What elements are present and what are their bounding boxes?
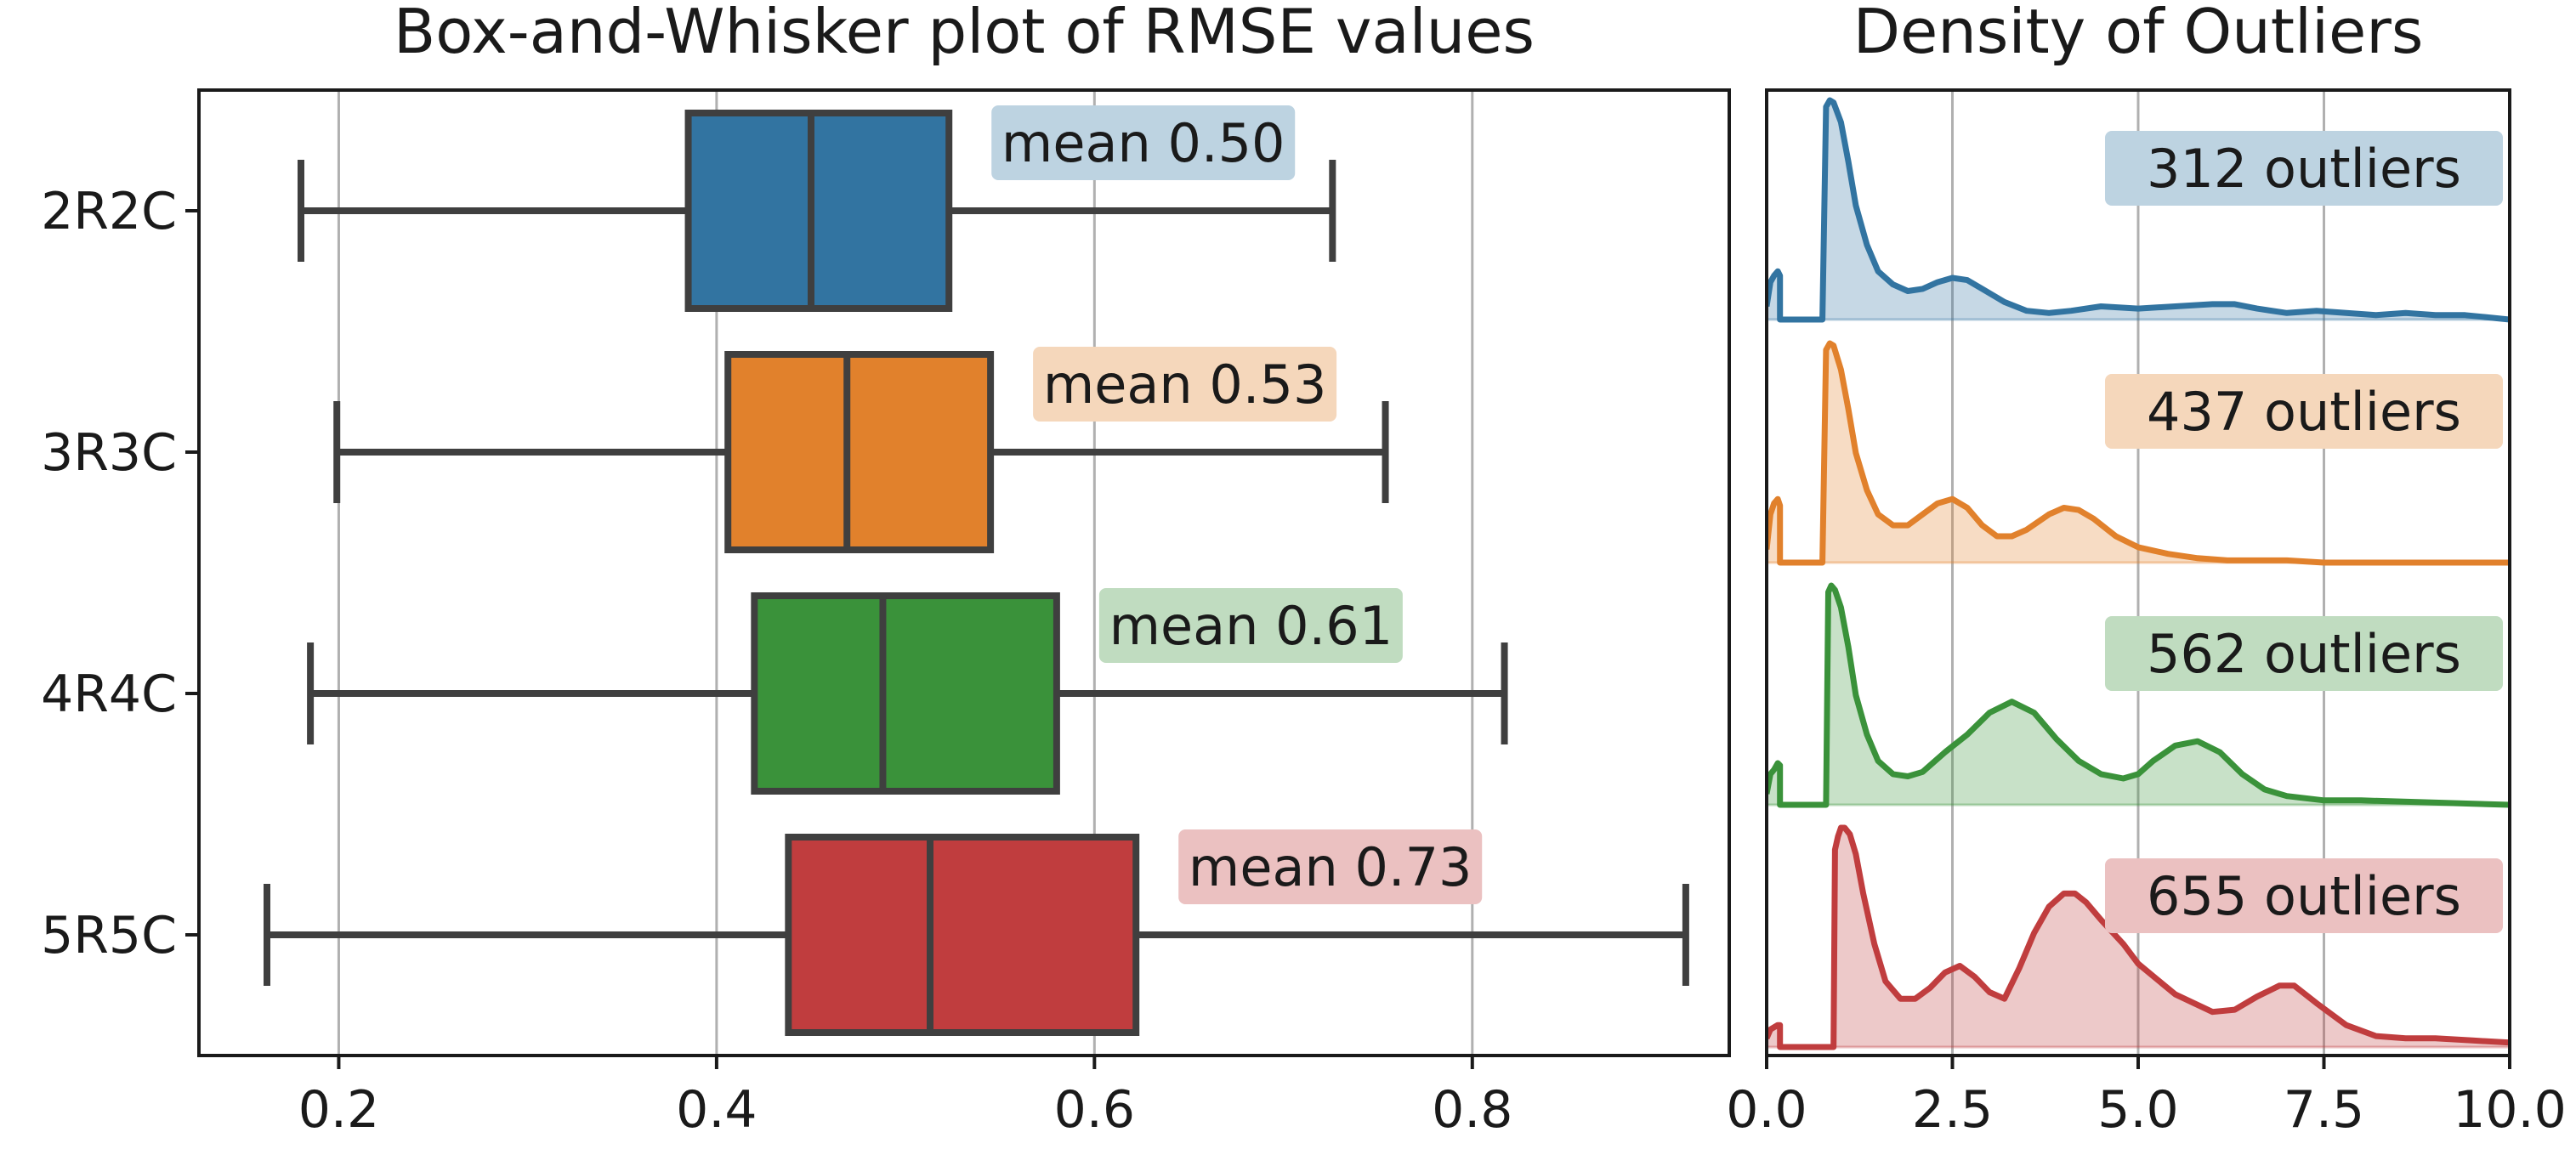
- density-line: [1767, 582, 2510, 808]
- category-label: 3R3C: [41, 423, 177, 483]
- mean-annotation-3R3C-text: mean 0.53: [1043, 354, 1327, 416]
- outlier-annotation-3R3C-text: 437 outliers: [2147, 381, 2461, 443]
- box-4R4C: [307, 592, 1508, 795]
- mean-annotation-2R2C-bg: [991, 105, 1296, 180]
- box-iqr: [684, 110, 953, 312]
- category-label: 5R5C: [41, 906, 177, 965]
- x-tick-label: 0.4: [676, 1080, 757, 1140]
- mean-annotation-5R5C-text: mean 0.73: [1189, 836, 1472, 898]
- box-plot-mean-annotations: mean 0.50 mean 0.53 mean 0.61 mean 0.73: [991, 105, 1483, 904]
- density-4R4C: [1767, 582, 2510, 808]
- box-2R2C: [298, 110, 1336, 312]
- outlier-annotation-5R5C-bg: [2105, 858, 2503, 933]
- density-line: [1767, 340, 2510, 566]
- box-3R3C: [333, 351, 1389, 553]
- mean-annotation-4R4C: mean 0.61: [1098, 588, 1403, 663]
- density-x-tick-label: 10.0: [2453, 1080, 2567, 1140]
- mean-annotation-3R3C-bg: [1033, 347, 1337, 422]
- density-5R5C: [1767, 824, 2510, 1050]
- density-line: [1767, 97, 2510, 323]
- outlier-annotation-5R5C-text: 655 outliers: [2147, 865, 2461, 927]
- outlier-annotation-2R2C-text: 312 outliers: [2147, 138, 2461, 200]
- outlier-annotation-4R4C-text: 562 outliers: [2147, 623, 2461, 685]
- x-tick-label: 0.8: [1432, 1080, 1512, 1140]
- outlier-annotation-2R2C: 312 outliers: [2105, 131, 2503, 206]
- box-plot-x-ticks: 0.2 0.4 0.6 0.8: [298, 1056, 1512, 1140]
- x-tick-label: 0.6: [1054, 1080, 1135, 1140]
- density-area: [1767, 343, 2510, 563]
- density-panel: 312 outliers 437 outliers 562 outliers 655 …: [1726, 0, 2567, 1140]
- density-x-tick-label: 2.5: [1912, 1080, 1993, 1140]
- mean-annotation-4R4C-text: mean 0.61: [1109, 595, 1393, 657]
- density-x-tick-label: 5.0: [2097, 1080, 2178, 1140]
- box-plot-panel: mean 0.50 mean 0.53 mean 0.61 mean 0.73 2R2…: [41, 0, 1731, 1140]
- outlier-annotation-3R3C-bg: [2105, 374, 2503, 449]
- mean-annotation-5R5C: mean 0.73: [1178, 829, 1483, 904]
- outlier-annotation-4R4C: 562 outliers: [2105, 616, 2503, 691]
- box-plot-category-ticks: 2R2C 3R3C 4R4C 5R5C: [41, 182, 199, 965]
- box-iqr: [751, 592, 1060, 795]
- density-x-tick-label: 0.0: [1726, 1080, 1807, 1140]
- outlier-annotation-3R3C: 437 outliers: [2105, 374, 2503, 449]
- density-outlier-annotations: 312 outliers 437 outliers 562 outliers 655 …: [2105, 131, 2503, 933]
- density-series: [1767, 97, 2510, 1050]
- box-plot-frame: [197, 88, 1731, 1057]
- mean-annotation-2R2C: mean 0.50: [991, 105, 1296, 180]
- density-x-ticks: 0.0 2.5 5.0 7.5 10.0: [1726, 1056, 2567, 1140]
- mean-annotation-5R5C-bg: [1178, 829, 1483, 904]
- category-label: 2R2C: [41, 182, 177, 241]
- box-iqr: [785, 834, 1140, 1036]
- category-label: 4R4C: [41, 665, 177, 724]
- box-5R5C: [264, 834, 1689, 1036]
- box-plot-title: Box-and-Whisker plot of RMSE values: [394, 0, 1535, 67]
- density-2R2C: [1767, 97, 2510, 323]
- density-area: [1767, 828, 2510, 1047]
- density-x-tick-label: 7.5: [2284, 1080, 2364, 1140]
- mean-annotation-3R3C: mean 0.53: [1033, 347, 1337, 422]
- density-title: Density of Outliers: [1853, 0, 2424, 67]
- outlier-annotation-5R5C: 655 outliers: [2105, 858, 2503, 933]
- mean-annotation-2R2C-text: mean 0.50: [1001, 112, 1285, 174]
- density-line: [1767, 824, 2510, 1050]
- density-3R3C: [1767, 340, 2510, 566]
- outlier-annotation-4R4C-bg: [2105, 616, 2503, 691]
- box-plot-series: [264, 110, 1689, 1036]
- box-iqr: [724, 351, 995, 553]
- mean-annotation-4R4C-bg: [1098, 588, 1403, 663]
- outlier-annotation-2R2C-bg: [2105, 131, 2503, 206]
- x-tick-label: 0.2: [298, 1080, 379, 1140]
